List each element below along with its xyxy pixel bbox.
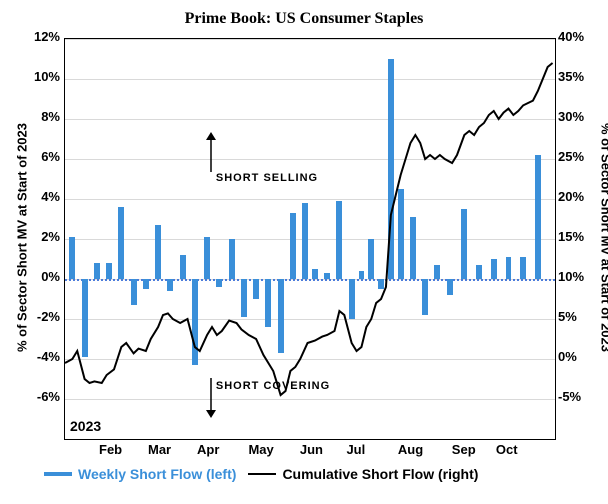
y-tick-right: 10% [558, 269, 584, 284]
arrow-up-icon [204, 132, 218, 172]
y-tick-left: 4% [41, 189, 60, 204]
legend-label: Weekly Short Flow (left) [78, 466, 236, 482]
legend-item: Cumulative Short Flow (right) [248, 466, 478, 482]
y-tick-right: 5% [558, 309, 577, 324]
legend-item: Weekly Short Flow (left) [44, 466, 236, 482]
x-tick: Aug [398, 442, 423, 457]
y-tick-left: 6% [41, 149, 60, 164]
y-tick-left: 10% [34, 69, 60, 84]
y-tick-right: 0% [558, 349, 577, 364]
y-tick-right: 35% [558, 69, 584, 84]
y-axis-label-left: % of Sector Short MV at Start of 2023 [15, 98, 30, 378]
cumulative-line [65, 39, 555, 439]
legend-label: Cumulative Short Flow (right) [282, 466, 478, 482]
y-tick-right: 20% [558, 189, 584, 204]
chart-container: Prime Book: US Consumer Staples % of Sec… [0, 0, 608, 504]
y-tick-left: -2% [37, 309, 60, 324]
x-tick: Sep [452, 442, 476, 457]
annotation-short-selling: SHORT SELLING [216, 172, 318, 184]
y-tick-left: 2% [41, 229, 60, 244]
legend: Weekly Short Flow (left) Cumulative Short… [44, 466, 478, 482]
y-tick-right: 40% [558, 29, 584, 44]
x-tick: Jun [300, 442, 323, 457]
legend-swatch-bar [44, 472, 72, 476]
y-tick-right: 30% [558, 109, 584, 124]
x-tick: Feb [99, 442, 122, 457]
year-label: 2023 [70, 418, 101, 434]
x-tick: Jul [346, 442, 365, 457]
x-tick: Apr [197, 442, 219, 457]
y-tick-left: -4% [37, 349, 60, 364]
y-axis-label-right: % of Sector Short MV at Start of 2023 [599, 98, 608, 378]
y-tick-left: 0% [41, 269, 60, 284]
y-tick-right: 15% [558, 229, 584, 244]
x-tick: May [248, 442, 273, 457]
y-tick-left: 8% [41, 109, 60, 124]
chart-title: Prime Book: US Consumer Staples [0, 10, 608, 28]
x-tick: Oct [496, 442, 518, 457]
x-tick: Mar [148, 442, 171, 457]
y-tick-right: -5% [558, 389, 581, 404]
y-tick-left: 12% [34, 29, 60, 44]
arrow-down-icon [204, 378, 218, 418]
y-tick-left: -6% [37, 389, 60, 404]
y-tick-right: 25% [558, 149, 584, 164]
annotation-short-covering: SHORT COVERING [216, 380, 330, 392]
legend-swatch-line [248, 473, 276, 475]
